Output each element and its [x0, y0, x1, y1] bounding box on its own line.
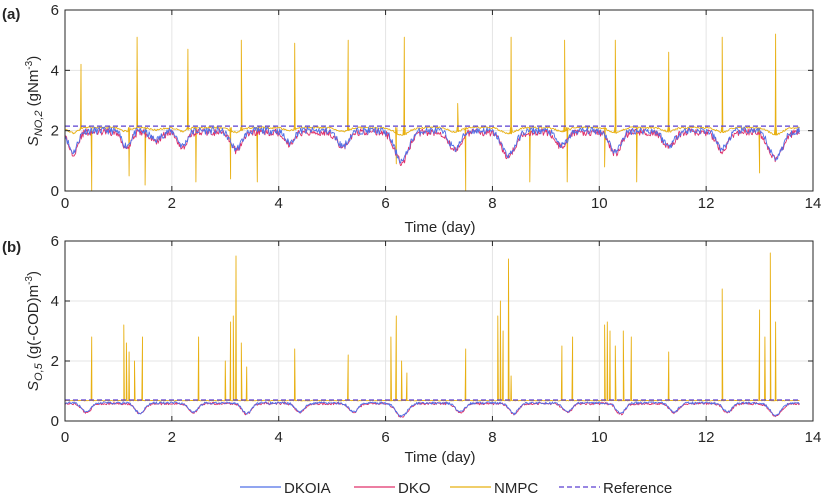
legend-label-dko: DKO: [398, 480, 431, 496]
legend-label-nmpc: NMPC: [494, 480, 538, 496]
legend-label-reference: Reference: [603, 480, 672, 496]
y-tick-label: 0: [51, 413, 59, 430]
y-tick-label: 2: [51, 353, 59, 370]
y-label-b-unit: (g(-COD)m: [25, 285, 42, 363]
x-tick-label: 12: [698, 195, 715, 212]
y-label-b-main: S: [25, 381, 42, 391]
y-label-b-sub: O,5: [33, 362, 45, 381]
x-tick-label: 4: [275, 429, 283, 446]
panel-b: 0 2 4 6 8 10 12 14 0 2 4 6: [51, 233, 822, 446]
x-tick-label: 10: [591, 195, 608, 212]
x-tick-label: 6: [381, 429, 389, 446]
series-dkoia: [64, 126, 801, 164]
x-tick-label: 2: [168, 429, 176, 446]
x-tick-label: 2: [168, 195, 176, 212]
series-dko: [64, 401, 800, 418]
x-tick-label: 10: [591, 429, 608, 446]
y-label-a-sub: NO,2: [33, 111, 45, 137]
x-tick-label: 0: [61, 195, 69, 212]
x-tick-label: 6: [381, 195, 389, 212]
x-tick-label: 8: [488, 195, 496, 212]
x-tick-label: 14: [805, 429, 822, 446]
x-tick-label: 4: [275, 195, 283, 212]
series-dkoia: [64, 401, 800, 418]
y-label-a-close: ): [25, 56, 42, 61]
panel-label-b: (b): [2, 239, 21, 256]
y-tick-label: 4: [51, 62, 59, 79]
y-axis-label-a: SNO,2 (gNm-3): [24, 56, 45, 146]
x-axis-label-b: Time (day): [404, 449, 475, 466]
x-tick-label: 14: [805, 195, 822, 212]
x-axis-label-a: Time (day): [404, 219, 475, 236]
y-tick-label: 4: [51, 293, 59, 310]
panel-label-a: (a): [2, 6, 20, 23]
y-tick-label: 2: [51, 123, 59, 140]
x-tick-label: 0: [61, 429, 69, 446]
y-label-a-sup: -3: [24, 60, 35, 69]
series-dko: [64, 128, 800, 166]
y-label-a-unit: (gNm: [25, 70, 42, 111]
series-nmpc: [65, 33, 800, 192]
y-tick-label: 6: [51, 2, 59, 19]
y-label-b-sup: -3: [24, 276, 35, 285]
x-tick-label: 8: [488, 429, 496, 446]
axes-box: [64, 240, 814, 422]
panel-a: 0 2 4 6 8 10 12 14 0 2 4 6: [51, 2, 822, 212]
legend: DKOIA DKO NMPC Reference: [240, 480, 672, 497]
series-nmpc: [64, 252, 800, 402]
y-tick-label: 0: [51, 183, 59, 200]
y-label-a-main: S: [25, 136, 42, 146]
y-tick-label: 6: [51, 233, 59, 250]
y-axis-label-b: SO,5 (g(-COD)m-3): [24, 271, 45, 391]
legend-label-dkoia: DKOIA: [284, 480, 331, 496]
y-label-b-close: ): [25, 271, 42, 276]
x-tick-label: 12: [698, 429, 715, 446]
axes-box: [64, 9, 814, 192]
